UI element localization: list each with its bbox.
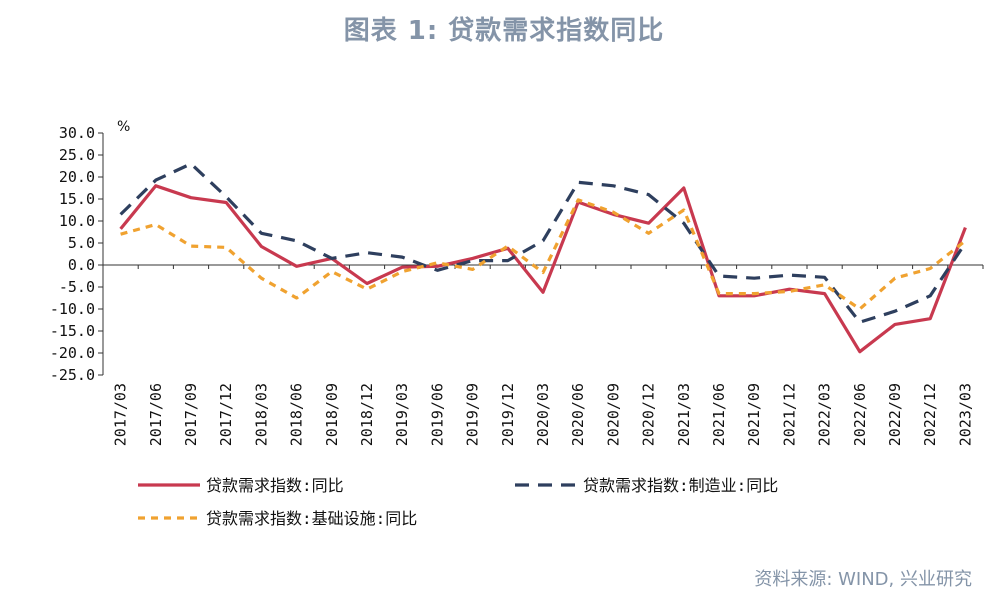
series-line-1 — [119, 184, 967, 354]
legend-label-2: 贷款需求指数:制造业:同比 — [583, 476, 778, 495]
x-tick-label: 2017/12 — [217, 383, 235, 446]
x-tick-label: 2020/06 — [569, 383, 587, 446]
x-tick-label: 2022/06 — [851, 383, 869, 446]
x-tick-label: 2018/06 — [288, 383, 306, 446]
y-tick-label: -10.0 — [50, 300, 95, 318]
x-tick-label: 2021/06 — [710, 383, 728, 446]
x-tick-label: 2017/03 — [112, 383, 130, 446]
chart-title: 图表 1: 贷款需求指数同比 — [343, 16, 665, 46]
y-tick-label: 30.0 — [59, 124, 95, 142]
y-tick-label: 0.0 — [68, 256, 95, 274]
y-tick-label: -15.0 — [50, 322, 95, 340]
series-line-2 — [119, 162, 967, 324]
x-tick-label: 2021/09 — [745, 383, 763, 446]
y-unit-label: % — [117, 119, 130, 135]
x-tick-label: 2018/03 — [252, 383, 270, 446]
legend-label-1: 贷款需求指数:同比 — [206, 476, 344, 495]
x-tick-label: 2017/09 — [182, 383, 200, 446]
chart-axes: 30.0 25.0 20.0 15.0 10.0 5.0 0.0 -5.0 -10.0 -15.0… — [50, 119, 984, 446]
y-tick-label: 25.0 — [59, 146, 95, 164]
y-tick-label: 5.0 — [68, 234, 95, 252]
x-tick-label: 2020/09 — [604, 383, 622, 446]
x-tick-label: 2020/12 — [640, 383, 658, 446]
x-tick-label: 2017/06 — [147, 383, 165, 446]
x-tick-label: 2021/12 — [780, 383, 798, 446]
x-tick-label: 2023/03 — [956, 383, 974, 446]
x-tick-label: 2022/03 — [816, 383, 834, 446]
x-tick-label: 2018/12 — [358, 383, 376, 446]
y-tick-label: 15.0 — [59, 190, 95, 208]
legend-label-3: 贷款需求指数:基础设施:同比 — [206, 509, 417, 528]
x-tick-label: 2019/12 — [499, 383, 517, 446]
x-tick-label: 2018/09 — [323, 383, 341, 446]
y-tick-label: 10.0 — [59, 212, 95, 230]
y-tick-label: 20.0 — [59, 168, 95, 186]
series-layer — [119, 162, 967, 354]
x-tick-label: 2022/09 — [886, 383, 904, 446]
x-tick-label: 2019/09 — [464, 383, 482, 446]
y-tick-label: -5.0 — [59, 278, 95, 296]
y-tick-label: -20.0 — [50, 344, 95, 362]
source-note: 资料来源: WIND, 兴业研究 — [754, 569, 972, 590]
x-tick-label: 2019/06 — [428, 383, 446, 446]
y-tick-label: -25.0 — [50, 366, 95, 384]
x-tick-label: 2020/03 — [534, 383, 552, 446]
x-tick-label: 2022/12 — [921, 383, 939, 446]
x-tick-label: 2019/03 — [393, 383, 411, 446]
x-tick-label: 2021/03 — [675, 383, 693, 446]
